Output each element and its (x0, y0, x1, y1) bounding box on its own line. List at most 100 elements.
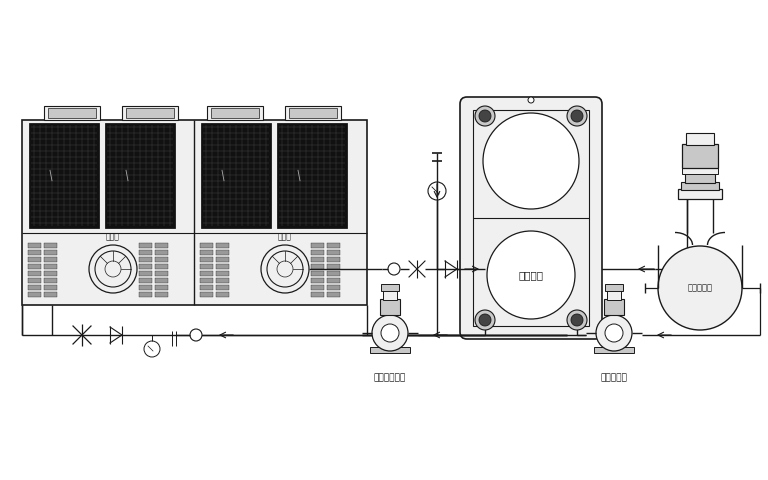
Bar (155, 243, 168, 248)
Circle shape (261, 245, 309, 293)
Circle shape (388, 263, 400, 275)
Bar (200, 264, 213, 269)
Bar (311, 271, 324, 276)
Bar (28, 285, 41, 290)
Bar (139, 264, 152, 269)
Bar (139, 250, 152, 255)
Circle shape (567, 106, 587, 126)
Text: 進水口: 進水口 (106, 232, 120, 241)
Bar (44, 264, 57, 269)
Bar (28, 243, 41, 248)
Bar (311, 250, 324, 255)
Circle shape (571, 314, 583, 326)
Bar (155, 264, 168, 269)
Bar (604, 299, 624, 315)
Bar (155, 250, 168, 255)
Circle shape (483, 113, 579, 209)
Bar (139, 292, 152, 297)
Bar (211, 108, 259, 118)
Circle shape (381, 324, 399, 342)
Bar (44, 278, 57, 283)
Bar (327, 278, 340, 283)
Bar (155, 271, 168, 276)
Bar (685, 173, 715, 183)
Bar (681, 182, 719, 190)
Circle shape (567, 310, 587, 330)
Bar (473, 110, 589, 326)
Bar (44, 257, 57, 262)
Bar (277, 123, 347, 228)
Bar (200, 292, 213, 297)
Bar (105, 123, 175, 228)
Bar (155, 292, 168, 297)
Bar (48, 108, 96, 118)
Circle shape (144, 341, 160, 357)
Bar (155, 285, 168, 290)
Bar (28, 278, 41, 283)
Circle shape (428, 182, 446, 200)
Bar (216, 264, 229, 269)
Bar (311, 278, 324, 283)
Circle shape (89, 245, 137, 293)
Bar (216, 250, 229, 255)
Bar (155, 257, 168, 262)
Text: 用戶端設備: 用戶端設備 (687, 284, 713, 292)
Bar (155, 278, 168, 283)
Bar (44, 292, 57, 297)
Bar (311, 285, 324, 290)
Bar (311, 264, 324, 269)
Bar (327, 250, 340, 255)
Bar (380, 299, 400, 315)
Bar (605, 284, 623, 291)
Bar (686, 133, 714, 145)
Bar (285, 106, 341, 120)
Bar (44, 106, 100, 120)
Text: 冷凍循環水泵: 冷凍循環水泵 (374, 373, 406, 382)
Bar (44, 285, 57, 290)
Bar (200, 250, 213, 255)
Bar (216, 285, 229, 290)
Bar (200, 271, 213, 276)
Circle shape (475, 106, 495, 126)
Circle shape (528, 97, 534, 103)
Circle shape (372, 315, 408, 351)
Bar (311, 257, 324, 262)
Circle shape (487, 231, 575, 319)
Bar (139, 257, 152, 262)
Bar (682, 144, 718, 168)
Bar (200, 278, 213, 283)
Bar (44, 243, 57, 248)
Bar (311, 292, 324, 297)
Bar (122, 106, 178, 120)
Bar (201, 123, 271, 228)
Bar (383, 290, 397, 300)
Circle shape (605, 324, 623, 342)
Bar (327, 285, 340, 290)
Bar (126, 108, 174, 118)
Bar (216, 292, 229, 297)
Circle shape (479, 314, 491, 326)
Bar (216, 278, 229, 283)
Bar (216, 257, 229, 262)
Circle shape (571, 110, 583, 122)
Bar (139, 271, 152, 276)
Bar (139, 243, 152, 248)
Bar (311, 243, 324, 248)
Bar (28, 292, 41, 297)
Bar (44, 250, 57, 255)
Bar (200, 243, 213, 248)
Bar (139, 278, 152, 283)
FancyBboxPatch shape (460, 97, 602, 339)
Bar (22, 120, 367, 305)
Bar (28, 264, 41, 269)
Bar (28, 271, 41, 276)
Circle shape (658, 246, 742, 330)
Bar (594, 347, 634, 353)
Bar (207, 106, 263, 120)
Bar (678, 189, 722, 199)
Bar (327, 264, 340, 269)
Bar (327, 292, 340, 297)
Bar (28, 250, 41, 255)
Bar (200, 285, 213, 290)
Bar (28, 257, 41, 262)
